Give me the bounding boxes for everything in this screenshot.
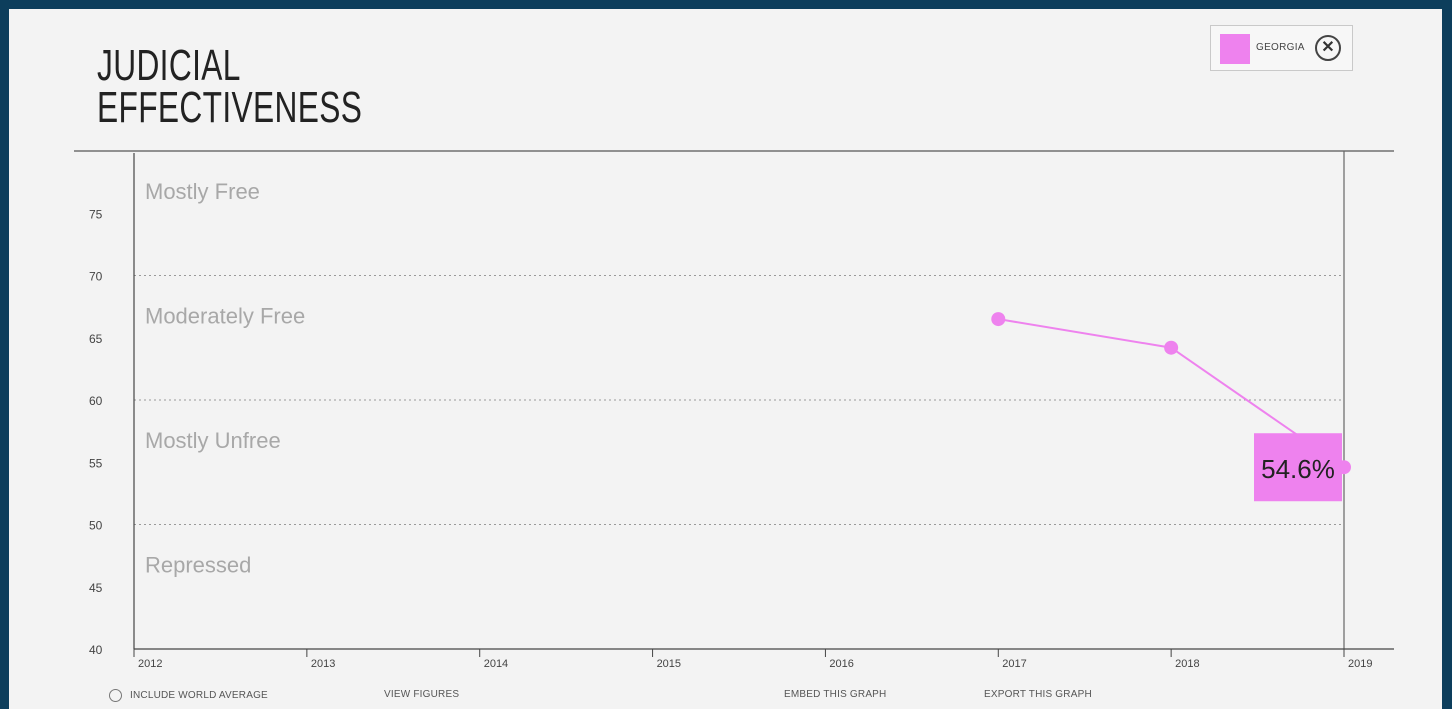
band-label: Moderately Free — [145, 304, 305, 329]
close-circle-icon[interactable]: ✕ — [1315, 35, 1341, 61]
y-tick-label: 70 — [89, 270, 103, 284]
legend-label: GEORGIA — [1256, 42, 1305, 53]
export-graph-link[interactable]: EXPORT THIS GRAPH — [984, 689, 1092, 700]
band-label: Mostly Unfree — [145, 428, 281, 453]
y-tick-label: 40 — [89, 643, 103, 657]
x-tick-label: 2013 — [311, 658, 335, 670]
y-tick-label: 75 — [89, 207, 103, 221]
y-tick-label: 65 — [89, 332, 103, 346]
band-label: Mostly Free — [145, 179, 260, 204]
x-tick-label: 2016 — [829, 658, 853, 670]
include-world-average-toggle[interactable]: INCLUDE WORLD AVERAGE — [109, 689, 268, 702]
y-tick-label: 50 — [89, 519, 103, 533]
data-point — [991, 312, 1006, 327]
embed-graph-link[interactable]: EMBED THIS GRAPH — [784, 689, 887, 700]
x-tick-label: 2015 — [657, 658, 681, 670]
chart-title-line-1: JUDICIAL — [97, 41, 241, 90]
legend-swatch — [1220, 34, 1250, 64]
legend: GEORGIA ✕ — [1210, 25, 1353, 71]
chart-panel: JUDICIAL EFFECTIVENESS GEORGIA ✕ Mostly … — [9, 9, 1442, 709]
x-tick-label: 2018 — [1175, 658, 1199, 670]
chart-controls: INCLUDE WORLD AVERAGE VIEW FIGURES EMBED… — [9, 684, 1442, 709]
x-tick-label: 2017 — [1002, 658, 1026, 670]
chart-title-line-2: EFFECTIVENESS — [97, 83, 363, 132]
view-figures-link[interactable]: VIEW FIGURES — [384, 689, 460, 700]
x-tick-label: 2014 — [484, 658, 508, 670]
include-world-average-label: INCLUDE WORLD AVERAGE — [130, 690, 268, 702]
y-tick-label: 45 — [89, 581, 103, 595]
x-tick-label: 2019 — [1348, 658, 1372, 670]
radio-icon[interactable] — [109, 689, 122, 702]
x-tick-label: 2012 — [138, 658, 162, 670]
y-tick-label: 60 — [89, 394, 103, 408]
y-tick-label: 55 — [89, 456, 103, 470]
latest-value-label: 54.6% — [1261, 454, 1335, 484]
data-point — [1164, 340, 1179, 355]
latest-value-box — [1254, 433, 1342, 502]
band-label: Repressed — [145, 553, 251, 578]
chart-title: JUDICIAL EFFECTIVENESS — [97, 41, 363, 132]
line-chart: Mostly Free Moderately Free Mostly Unfree R… — [74, 150, 1394, 670]
